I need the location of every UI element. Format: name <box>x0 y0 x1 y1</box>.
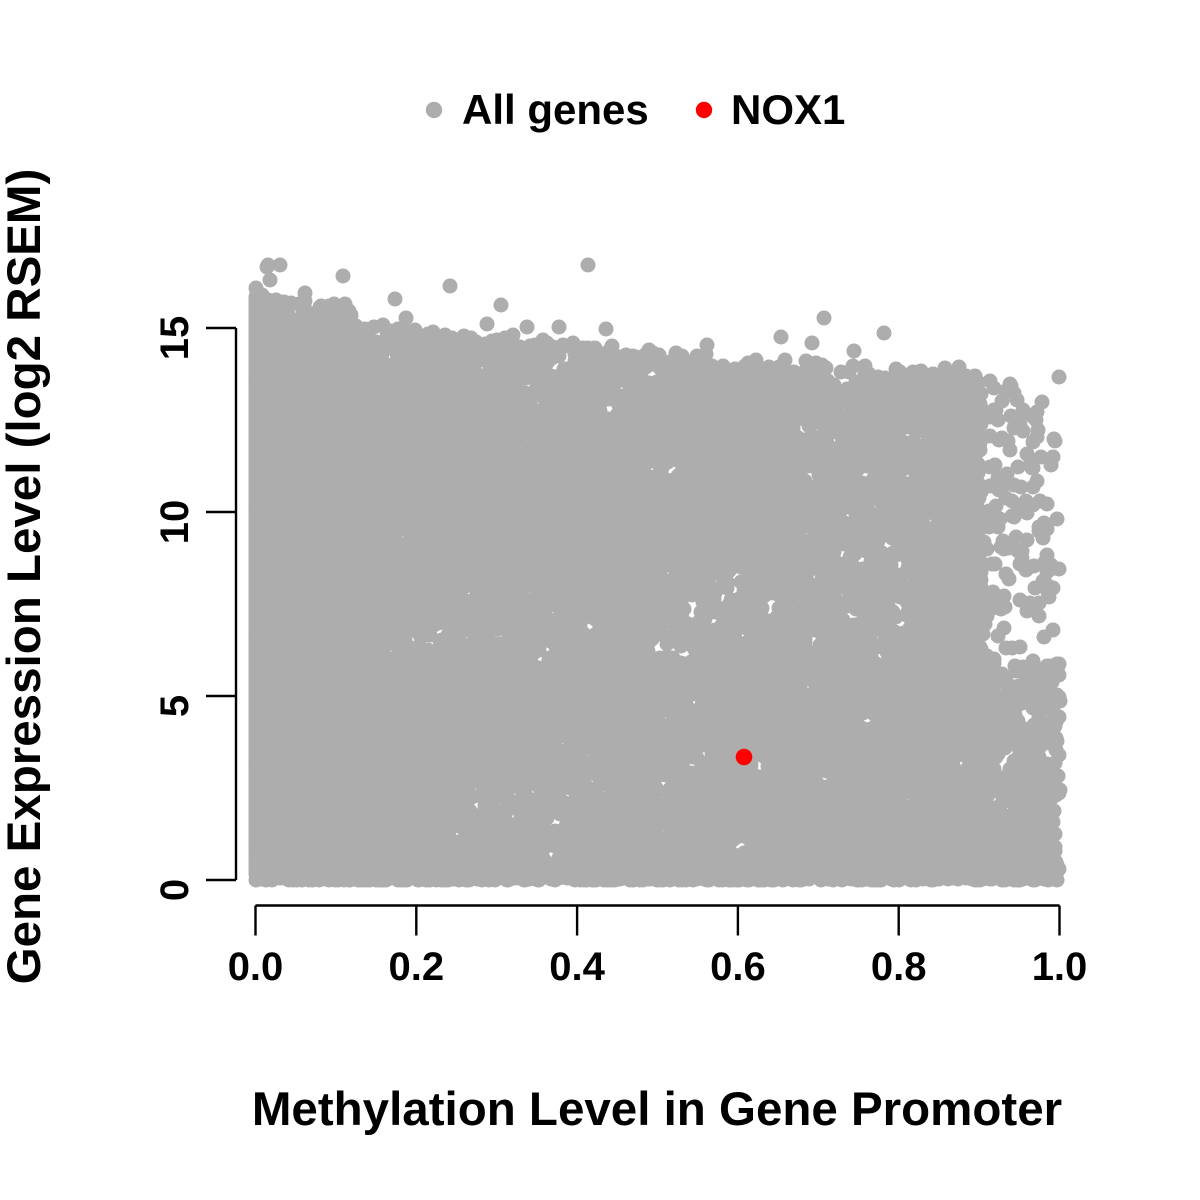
svg-text:Gene Expression Level (log2 RS: Gene Expression Level (log2 RSEM) <box>0 169 51 985</box>
svg-text:0.0: 0.0 <box>228 945 284 989</box>
svg-text:0: 0 <box>153 879 197 901</box>
svg-text:1.0: 1.0 <box>1032 945 1088 989</box>
svg-text:0.6: 0.6 <box>710 945 766 989</box>
svg-text:NOX1: NOX1 <box>731 86 845 133</box>
svg-text:15: 15 <box>153 316 197 361</box>
svg-text:10: 10 <box>153 500 197 545</box>
svg-text:5: 5 <box>153 695 197 717</box>
svg-text:0.4: 0.4 <box>549 945 605 989</box>
svg-text:0.8: 0.8 <box>871 945 927 989</box>
svg-text:Methylation Level in Gene Prom: Methylation Level in Gene Promoter <box>252 1083 1062 1136</box>
svg-text:All genes: All genes <box>462 86 649 133</box>
svg-text:0.2: 0.2 <box>388 945 444 989</box>
